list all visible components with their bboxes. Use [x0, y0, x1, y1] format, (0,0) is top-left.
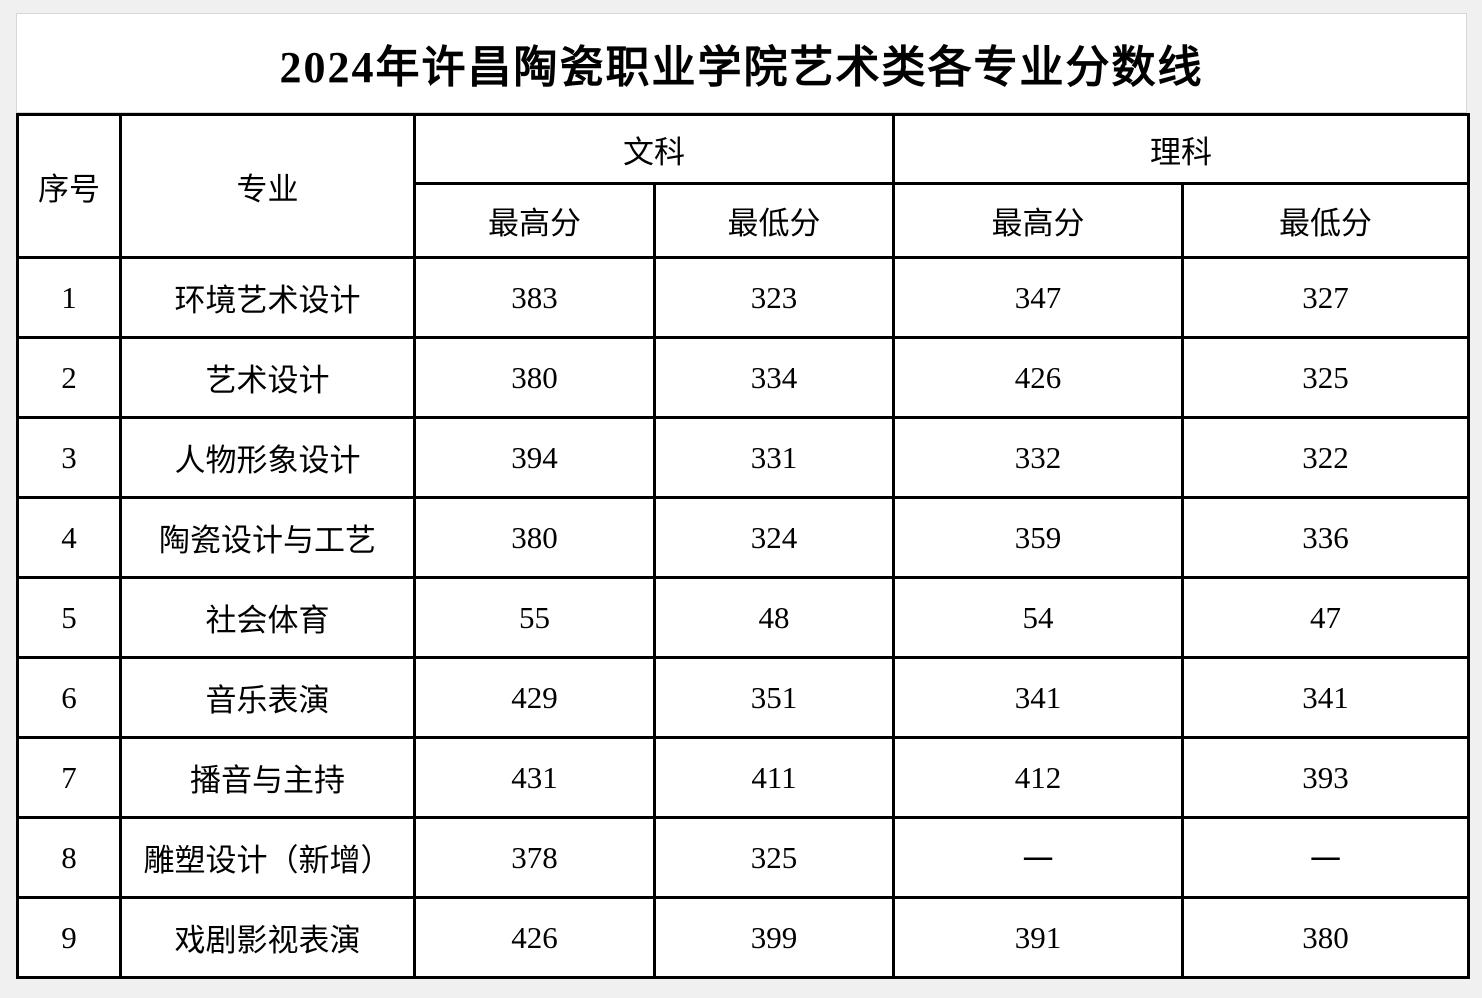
table-row: 5 社会体育 55 48 54 47 [16, 576, 1470, 659]
wen-min-cell: 324 [653, 496, 895, 579]
serial-cell: 5 [16, 576, 122, 659]
major-cell: 戏剧影视表演 [119, 896, 416, 979]
li-max-cell: 391 [892, 896, 1184, 979]
serial-cell: 3 [16, 416, 122, 499]
li-min-cell: 393 [1181, 736, 1470, 819]
serial-cell: 4 [16, 496, 122, 579]
wen-min-cell: 325 [653, 816, 895, 899]
header-group-row: 序号 专业 文科 理科 [16, 113, 1470, 259]
major-cell: 环境艺术设计 [119, 256, 416, 339]
header-li-min: 最低分 [1181, 182, 1470, 259]
major-cell: 播音与主持 [119, 736, 416, 819]
li-min-cell: 一 [1181, 816, 1470, 899]
li-min-cell: 341 [1181, 656, 1470, 739]
wen-min-cell: 48 [653, 576, 895, 659]
table-row: 6 音乐表演 429 351 341 341 [16, 656, 1470, 739]
wen-max-cell: 380 [413, 496, 656, 579]
major-cell: 社会体育 [119, 576, 416, 659]
scores-table: 序号 专业 文科 理科 最高分 最低分 最高分 最低分 1 环境艺术设计 383… [16, 113, 1470, 979]
wen-max-cell: 431 [413, 736, 656, 819]
li-max-cell: 一 [892, 816, 1184, 899]
li-max-cell: 332 [892, 416, 1184, 499]
serial-cell: 7 [16, 736, 122, 819]
serial-cell: 1 [16, 256, 122, 339]
table-row: 8 雕塑设计（新增） 378 325 一 一 [16, 816, 1470, 899]
table-row: 9 戏剧影视表演 426 399 391 380 [16, 896, 1470, 979]
wen-max-cell: 383 [413, 256, 656, 339]
wen-max-cell: 378 [413, 816, 656, 899]
header-li-max: 最高分 [892, 182, 1184, 259]
li-max-cell: 341 [892, 656, 1184, 739]
major-cell: 艺术设计 [119, 336, 416, 419]
wen-max-cell: 394 [413, 416, 656, 499]
wen-min-cell: 334 [653, 336, 895, 419]
major-cell: 陶瓷设计与工艺 [119, 496, 416, 579]
header-wen-min: 最低分 [653, 182, 895, 259]
wen-min-cell: 399 [653, 896, 895, 979]
header-major: 专业 [119, 113, 416, 259]
wen-max-cell: 55 [413, 576, 656, 659]
wen-min-cell: 323 [653, 256, 895, 339]
li-max-cell: 359 [892, 496, 1184, 579]
wen-min-cell: 351 [653, 656, 895, 739]
serial-cell: 9 [16, 896, 122, 979]
li-min-cell: 336 [1181, 496, 1470, 579]
li-max-cell: 426 [892, 336, 1184, 419]
table-row: 3 人物形象设计 394 331 332 322 [16, 416, 1470, 499]
wen-max-cell: 429 [413, 656, 656, 739]
header-liberal-arts-group: 文科 [413, 113, 895, 185]
wen-min-cell: 411 [653, 736, 895, 819]
header-science-group: 理科 [892, 113, 1470, 185]
header-sub-row: 最高分 最低分 最高分 最低分 [18, 182, 1470, 259]
table-row: 7 播音与主持 431 411 412 393 [16, 736, 1470, 819]
header-serial: 序号 [16, 113, 122, 259]
wen-max-cell: 380 [413, 336, 656, 419]
li-min-cell: 322 [1181, 416, 1470, 499]
table-row: 4 陶瓷设计与工艺 380 324 359 336 [16, 496, 1470, 579]
table-row: 2 艺术设计 380 334 426 325 [16, 336, 1470, 419]
li-max-cell: 412 [892, 736, 1184, 819]
li-min-cell: 47 [1181, 576, 1470, 659]
wen-max-cell: 426 [413, 896, 656, 979]
li-max-cell: 54 [892, 576, 1184, 659]
table-row: 1 环境艺术设计 383 323 347 327 [16, 256, 1470, 339]
major-cell: 人物形象设计 [119, 416, 416, 499]
li-min-cell: 380 [1181, 896, 1470, 979]
header-wen-max: 最高分 [413, 182, 656, 259]
serial-cell: 8 [16, 816, 122, 899]
serial-cell: 6 [16, 656, 122, 739]
serial-cell: 2 [16, 336, 122, 419]
major-cell: 音乐表演 [119, 656, 416, 739]
wen-min-cell: 331 [653, 416, 895, 499]
page-title: 2024年许昌陶瓷职业学院艺术类各专业分数线 [16, 13, 1467, 113]
li-min-cell: 325 [1181, 336, 1470, 419]
li-min-cell: 327 [1181, 256, 1470, 339]
li-max-cell: 347 [892, 256, 1184, 339]
major-cell: 雕塑设计（新增） [119, 816, 416, 899]
